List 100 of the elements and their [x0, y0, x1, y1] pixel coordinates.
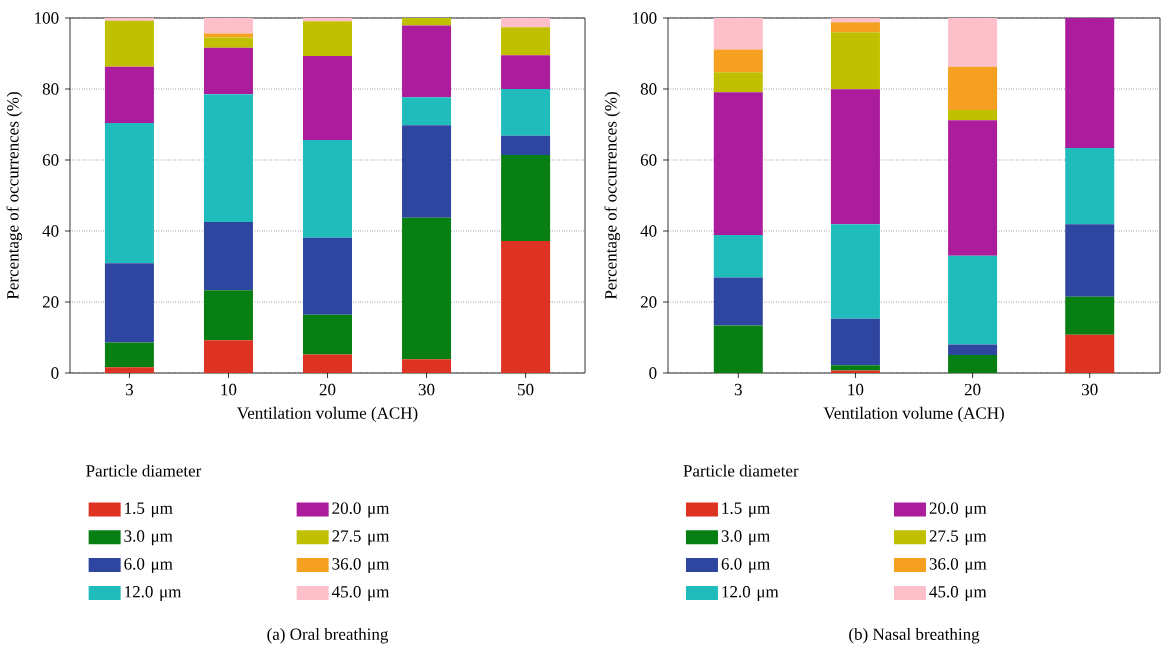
x-tick-label: 30	[1082, 383, 1098, 396]
legend-title: Particle diameter	[86, 464, 202, 477]
bar	[501, 55, 551, 89]
legend-label: 6.0 μm	[721, 558, 770, 574]
bar	[303, 140, 352, 238]
bar	[104, 367, 154, 373]
bar	[402, 359, 452, 373]
bar	[104, 66, 154, 124]
y-tick-label: 20	[42, 296, 59, 308]
y-tick-label: 80	[640, 83, 657, 95]
y-axis-title: Percentage of occurrences (%)	[6, 92, 23, 300]
x-tick-label: 50	[518, 383, 534, 396]
x-tick-label: 20	[319, 383, 336, 396]
bar	[303, 55, 352, 141]
bar	[948, 255, 998, 345]
y-tick-label: 60	[640, 154, 657, 166]
bar	[501, 18, 551, 28]
bar	[830, 22, 880, 33]
bar	[1065, 296, 1115, 335]
bar	[402, 125, 452, 218]
bar	[948, 18, 998, 67]
bar	[713, 277, 763, 326]
y-tick-label: 100	[633, 12, 657, 24]
bar	[830, 32, 880, 90]
bar	[948, 120, 998, 256]
bar	[104, 20, 154, 67]
bar	[203, 18, 253, 34]
bar	[713, 234, 763, 278]
text: (b) Nasal breathing	[849, 627, 980, 644]
y-tick-label: 80	[42, 83, 59, 95]
y-tick-label: 40	[640, 225, 657, 237]
bar	[402, 18, 452, 26]
y-axis-title: Percentage of occurrences (%)	[604, 92, 621, 300]
bar	[713, 49, 763, 73]
legend-label: 20.0 μm	[929, 502, 987, 518]
bar	[713, 18, 763, 50]
bar	[501, 135, 551, 156]
x-tick-label: 10	[848, 383, 864, 396]
bar	[203, 47, 253, 95]
bar	[830, 318, 880, 366]
bar	[501, 27, 551, 56]
bar	[1065, 147, 1115, 225]
bar	[203, 37, 253, 48]
bar	[104, 263, 154, 343]
y-tick-label: 40	[42, 225, 59, 237]
bar	[1065, 224, 1115, 297]
x-tick-label: 3	[734, 383, 742, 396]
legend-label: 27.5 μm	[332, 530, 390, 546]
bar	[948, 354, 998, 373]
bar	[203, 222, 253, 291]
bar	[1065, 334, 1115, 373]
bar	[830, 365, 880, 371]
bar	[303, 354, 352, 373]
bar	[713, 72, 763, 93]
bar	[203, 94, 253, 223]
bar	[948, 344, 998, 355]
text: (a) Oral breathing	[267, 627, 389, 644]
legend-label: 36.0 μm	[332, 558, 390, 574]
bar	[501, 89, 551, 136]
legend-label: 45.0 μm	[929, 586, 987, 601]
bar	[830, 18, 880, 23]
legend-label: 12.0 μm	[125, 586, 182, 601]
bar	[303, 237, 352, 315]
bar	[402, 217, 452, 360]
legend-label: 1.5 μm	[722, 502, 770, 518]
bar	[1065, 18, 1115, 148]
bar	[104, 18, 154, 21]
legend-label: 45.0 μm	[331, 586, 390, 601]
y-tick-label: 20	[640, 296, 657, 308]
bar	[203, 340, 253, 373]
legend-label: 20.0 μm	[332, 502, 390, 518]
y-tick-label: 0	[51, 367, 59, 379]
bar	[402, 97, 452, 126]
legend-label: 6.0 μm	[124, 558, 173, 574]
legend-title: Particle diameter	[683, 464, 799, 477]
bar	[713, 325, 763, 373]
legend-label: 1.5 μm	[125, 502, 173, 518]
bar	[948, 66, 998, 110]
bar	[713, 92, 763, 235]
bar	[303, 18, 352, 22]
bar	[948, 109, 998, 121]
bar	[303, 314, 352, 355]
y-tick-label: 100	[35, 12, 59, 24]
y-tick-label: 60	[42, 154, 59, 166]
x-tick-label: 30	[418, 383, 435, 396]
legend-label: 27.5 μm	[929, 530, 987, 546]
bar	[104, 342, 154, 368]
bar	[830, 89, 880, 225]
x-tick-label: 10	[221, 383, 237, 396]
bar	[501, 240, 551, 373]
x-tick-label: 20	[964, 383, 981, 396]
y-tick-label: 0	[649, 367, 657, 379]
bar	[203, 33, 253, 38]
x-axis-title: Ventilation volume (ACH)	[237, 406, 418, 423]
bar	[203, 290, 253, 341]
bar	[501, 155, 551, 241]
x-axis-title: Ventilation volume (ACH)	[823, 406, 1004, 423]
bar	[402, 25, 452, 98]
bar	[830, 224, 880, 319]
bar	[104, 123, 154, 264]
